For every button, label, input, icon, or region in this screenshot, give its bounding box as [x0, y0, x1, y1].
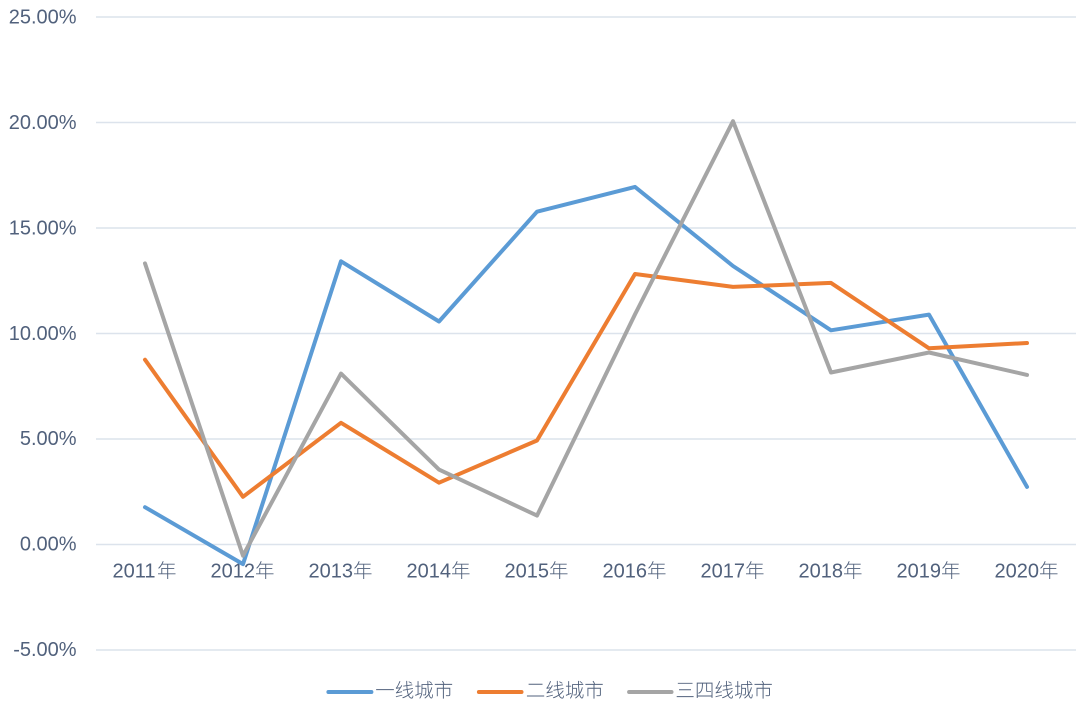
svg-text:2020: 2020: [995, 561, 1040, 583]
svg-text:-5.00%: -5.00%: [13, 639, 77, 661]
svg-text:15.00%: 15.00%: [9, 217, 77, 239]
svg-text:2013: 2013: [309, 561, 354, 583]
svg-text:25.00%: 25.00%: [9, 7, 77, 29]
svg-text:2019: 2019: [897, 561, 942, 583]
svg-text:2016: 2016: [603, 561, 648, 583]
svg-text:2012: 2012: [211, 561, 256, 583]
svg-text:2014: 2014: [407, 561, 452, 583]
svg-text:2011: 2011: [113, 561, 156, 583]
svg-text:20.00%: 20.00%: [9, 112, 77, 134]
svg-text:0.00%: 0.00%: [20, 534, 77, 556]
svg-text:10.00%: 10.00%: [9, 323, 77, 345]
svg-text:2018: 2018: [799, 561, 844, 583]
svg-text:2015: 2015: [505, 561, 550, 583]
svg-text:5.00%: 5.00%: [20, 428, 77, 450]
svg-text:2017: 2017: [701, 561, 746, 583]
